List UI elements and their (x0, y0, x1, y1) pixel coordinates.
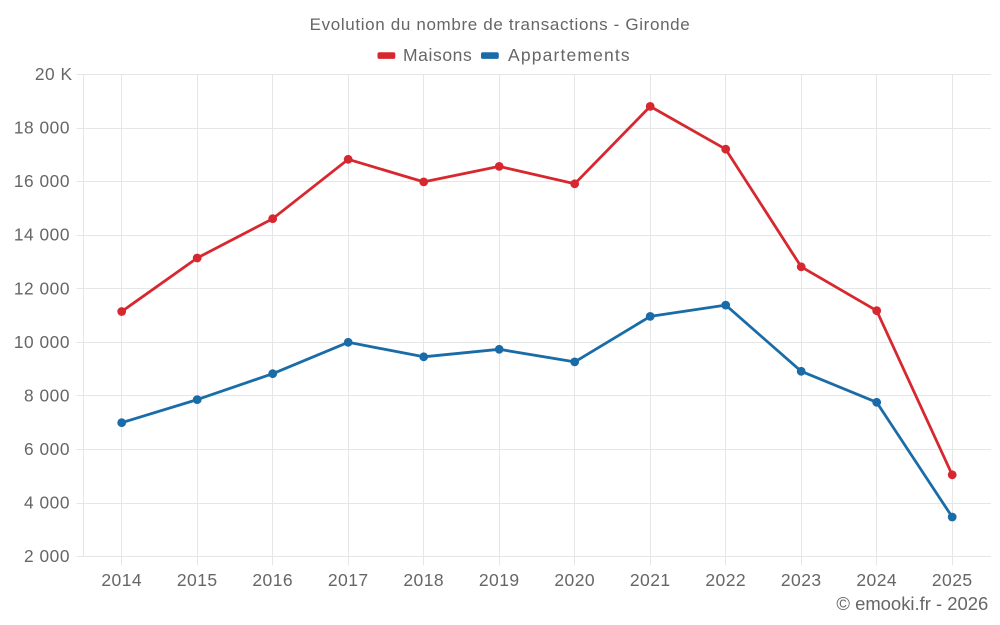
svg-text:18 000: 18 000 (14, 118, 70, 138)
svg-text:2023: 2023 (781, 570, 822, 590)
svg-text:2019: 2019 (479, 570, 520, 590)
svg-text:Appartements: Appartements (508, 45, 631, 65)
svg-text:12 000: 12 000 (14, 278, 70, 298)
svg-text:2022: 2022 (705, 570, 746, 590)
svg-text:16 000: 16 000 (14, 171, 70, 191)
svg-text:20 K: 20 K (35, 64, 73, 84)
svg-text:2021: 2021 (630, 570, 671, 590)
svg-text:8 000: 8 000 (24, 385, 70, 405)
svg-text:10 000: 10 000 (14, 332, 70, 352)
svg-text:2017: 2017 (328, 570, 369, 590)
svg-text:© emooki.fr - 2026: © emooki.fr - 2026 (836, 593, 988, 614)
svg-text:2020: 2020 (554, 570, 595, 590)
svg-text:2015: 2015 (177, 570, 218, 590)
svg-text:2018: 2018 (403, 570, 444, 590)
svg-text:Evolution du nombre de transac: Evolution du nombre de transactions - Gi… (310, 15, 691, 34)
svg-text:2016: 2016 (252, 570, 293, 590)
svg-text:6 000: 6 000 (24, 439, 70, 459)
svg-text:4 000: 4 000 (24, 493, 70, 513)
svg-text:2025: 2025 (932, 570, 973, 590)
svg-text:2024: 2024 (856, 570, 897, 590)
svg-text:2 000: 2 000 (24, 546, 70, 566)
svg-text:14 000: 14 000 (14, 225, 70, 245)
svg-text:Maisons: Maisons (403, 45, 472, 65)
svg-text:2014: 2014 (101, 570, 142, 590)
